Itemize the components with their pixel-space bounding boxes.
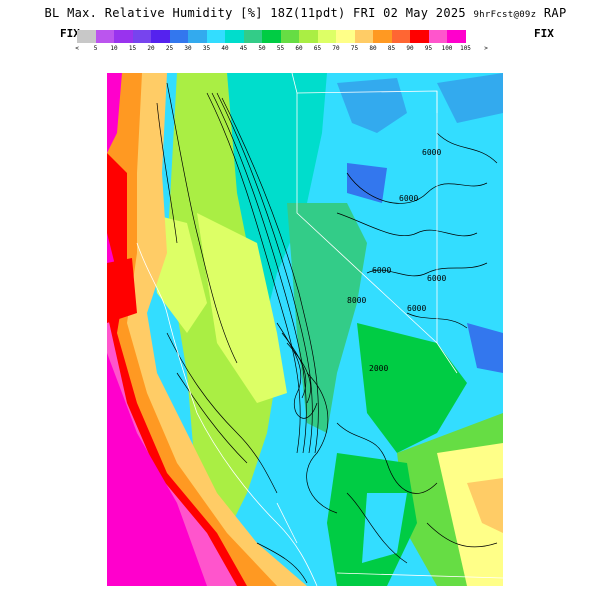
- legend-swatch: [132, 30, 151, 43]
- legend-tick-label: 60: [295, 45, 303, 52]
- coastline: [136, 242, 318, 586]
- legend-tick-label: 95: [424, 45, 433, 52]
- fix-label-right: FIX: [534, 27, 554, 40]
- legend-ticks: <5 10 15 20 25 30 35 40 45 50 55 60 65 70 75 80 85 90 95 10…: [68, 45, 543, 57]
- legend-under-symbol: <: [75, 45, 79, 52]
- humidity-map-svg: 6000 6000 6000 8000 6000 6000 2000: [107, 73, 503, 586]
- legend-tick-label: 90: [406, 45, 414, 52]
- fix-label-left: FIX: [60, 27, 80, 40]
- legend-swatch: [262, 30, 281, 43]
- title-forecast-time: 9hrFcst@09z: [473, 10, 537, 20]
- legend-swatch: [391, 30, 410, 43]
- legend-tick-label: 5: [93, 45, 98, 52]
- contour-label: 6000: [422, 148, 441, 157]
- contour-label: 6000: [372, 266, 391, 275]
- legend-swatch: [114, 30, 133, 43]
- legend-swatch: [428, 30, 447, 43]
- legend-swatch: [280, 30, 299, 43]
- legend-swatch: [225, 30, 244, 43]
- legend-tick-label: 50: [258, 45, 266, 52]
- legend-swatch: [169, 30, 188, 43]
- legend-swatch: [317, 30, 336, 43]
- state-boundaries: [276, 73, 503, 579]
- humidity-map: 6000 6000 6000 8000 6000 6000 2000: [107, 73, 503, 586]
- legend-swatch: [447, 30, 466, 43]
- legend-tick-label: 80: [369, 45, 377, 52]
- legend-tick-label: 55: [276, 45, 285, 52]
- legend-swatch: [336, 30, 355, 43]
- legend-tick-label: 85: [387, 45, 396, 52]
- legend-swatch: [410, 30, 429, 43]
- legend-tick-label: 70: [332, 45, 340, 52]
- terrain-contours: [156, 82, 498, 584]
- legend-swatch: [151, 30, 170, 43]
- legend-tick-label: 105: [460, 45, 471, 52]
- legend-tick-label: 15: [128, 45, 137, 52]
- legend-tick-label: 65: [313, 45, 322, 52]
- title-model: RAP: [543, 6, 567, 20]
- legend-swatch: [373, 30, 392, 43]
- legend-swatch: [354, 30, 373, 43]
- contour-label: 2000: [369, 364, 388, 373]
- contour-label: 8000: [347, 296, 366, 305]
- contour-label: 6000: [399, 194, 418, 203]
- legend-swatch: [188, 30, 207, 43]
- legend-tick-label: 75: [350, 45, 359, 52]
- contour-label: 6000: [427, 274, 446, 283]
- color-legend: [77, 30, 466, 43]
- legend-tick-label: 25: [165, 45, 174, 52]
- contour-label: 6000: [407, 304, 426, 313]
- chart-title: BL Max. Relative Humidity [%] 18Z(11pdt)…: [0, 6, 611, 20]
- title-main: BL Max. Relative Humidity [%] 18Z(11pdt)…: [44, 6, 466, 20]
- legend-swatch: [243, 30, 262, 43]
- legend-tick-label: 20: [147, 45, 155, 52]
- legend-tick-label: 100: [441, 45, 453, 52]
- legend-swatch: [299, 30, 318, 43]
- legend-swatch: [77, 30, 96, 43]
- legend-over-symbol: >: [484, 45, 488, 52]
- legend-swatch: [206, 30, 225, 43]
- legend-tick-label: 40: [221, 45, 229, 52]
- legend-swatch: [95, 30, 114, 43]
- legend-tick-label: 30: [184, 45, 192, 52]
- legend-tick-label: 45: [239, 45, 248, 52]
- legend-tick-label: 10: [110, 45, 118, 52]
- legend-tick-label: 35: [202, 45, 211, 52]
